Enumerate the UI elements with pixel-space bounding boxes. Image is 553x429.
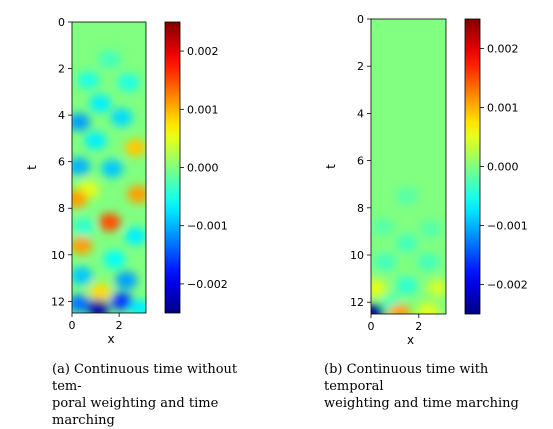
colorbar bbox=[464, 18, 481, 315]
axes-frame bbox=[370, 18, 447, 315]
heatmap-blob bbox=[77, 71, 100, 90]
colorbar-tick-label: −0.002 bbox=[487, 279, 528, 292]
heatmap-blob bbox=[89, 283, 112, 302]
y-tick-label: 4 bbox=[58, 109, 65, 122]
heatmap-blob bbox=[72, 113, 91, 132]
heatmap-p0 bbox=[72, 22, 146, 313]
heatmap-blob bbox=[110, 108, 133, 127]
colorbar-tick-label: 0.001 bbox=[187, 103, 219, 116]
y-tick-label: 10 bbox=[51, 249, 65, 262]
heatmap-blob bbox=[371, 217, 394, 236]
heatmap-blob bbox=[124, 227, 146, 246]
heatmap-blob bbox=[129, 299, 146, 313]
y-tick-label: 8 bbox=[58, 202, 65, 215]
y-tick-label: 4 bbox=[357, 107, 364, 120]
caption-a-line-1: (a) Continuous time without tem- bbox=[52, 362, 238, 394]
heatmap-blob bbox=[84, 131, 107, 150]
heatmap-blob bbox=[388, 303, 411, 314]
colorbar-tick-label: 0.000 bbox=[487, 161, 519, 174]
x-tick-label: 2 bbox=[116, 319, 123, 332]
caption-a-line-2: poral weighting and time marching bbox=[52, 396, 219, 428]
heatmap-blob bbox=[72, 217, 95, 236]
y-tick-label: 12 bbox=[51, 295, 65, 308]
heatmap-blob bbox=[426, 279, 446, 298]
y-tick-label: 12 bbox=[350, 296, 364, 309]
heatmap-blob bbox=[395, 234, 418, 253]
heatmap-blob bbox=[98, 213, 121, 232]
heatmap-blob bbox=[98, 50, 121, 69]
heatmap-blob bbox=[374, 253, 397, 272]
y-axis-label: t bbox=[324, 164, 338, 169]
heatmap-blob bbox=[103, 250, 126, 269]
caption-b-line-1: (b) Continuous time with temporal bbox=[324, 362, 489, 394]
heatmap-blob bbox=[110, 292, 133, 311]
heatmap-blob bbox=[115, 271, 138, 290]
y-tick-label: 2 bbox=[58, 63, 65, 76]
colorbar-tick-label: 0.002 bbox=[487, 43, 519, 56]
caption-b: (b) Continuous time with temporal weight… bbox=[324, 361, 546, 412]
heatmap-blob bbox=[72, 294, 91, 313]
caption-b-line-2: weighting and time marching bbox=[324, 396, 519, 411]
heatmap-blob bbox=[117, 73, 140, 92]
heatmap-blob bbox=[72, 157, 91, 176]
colorbar-tick-label: 0.002 bbox=[187, 45, 219, 58]
colorbar-tick-label: 0.001 bbox=[487, 102, 519, 115]
y-tick-label: 10 bbox=[350, 249, 364, 262]
heatmap-blob bbox=[419, 220, 442, 239]
caption-a: (a) Continuous time without tem- poral w… bbox=[52, 361, 264, 429]
heatmap-blob bbox=[371, 279, 387, 298]
y-tick-label: 6 bbox=[357, 155, 364, 168]
heatmap-blob bbox=[72, 236, 93, 255]
heatmap-blob bbox=[371, 303, 385, 314]
heatmap-blob bbox=[417, 302, 440, 314]
y-tick-label: 8 bbox=[357, 202, 364, 215]
colorbar-tick-label: −0.001 bbox=[187, 220, 228, 233]
x-tick-label: 0 bbox=[69, 319, 76, 332]
heatmap-blob bbox=[124, 138, 146, 157]
colorbar bbox=[164, 21, 181, 314]
y-tick-label: 6 bbox=[58, 156, 65, 169]
x-tick-label: 2 bbox=[415, 320, 422, 333]
x-axis-label: x bbox=[107, 332, 114, 346]
heatmap-blob bbox=[395, 276, 418, 295]
heatmap-blob bbox=[72, 266, 93, 285]
colorbar-tick-label: −0.001 bbox=[487, 220, 528, 233]
y-axis-label: t bbox=[25, 165, 39, 170]
y-tick-label: 0 bbox=[58, 16, 65, 29]
heatmap-blob bbox=[126, 185, 146, 204]
heatmap-p1 bbox=[371, 19, 446, 314]
y-tick-label: 2 bbox=[357, 60, 364, 73]
heatmap-blob bbox=[86, 299, 109, 313]
x-axis-label: x bbox=[407, 333, 414, 347]
heatmap-blob bbox=[89, 94, 112, 113]
colorbar-tick-label: −0.002 bbox=[187, 278, 228, 291]
heatmap-blob bbox=[417, 253, 440, 272]
colorbar-tick-label: 0.000 bbox=[187, 162, 219, 175]
heatmap-blob bbox=[395, 187, 418, 205]
heatmap-blob bbox=[101, 159, 124, 178]
y-tick-label: 0 bbox=[357, 13, 364, 26]
x-tick-label: 0 bbox=[368, 320, 375, 333]
axes-frame bbox=[71, 21, 147, 314]
heatmap-blob bbox=[72, 189, 88, 208]
